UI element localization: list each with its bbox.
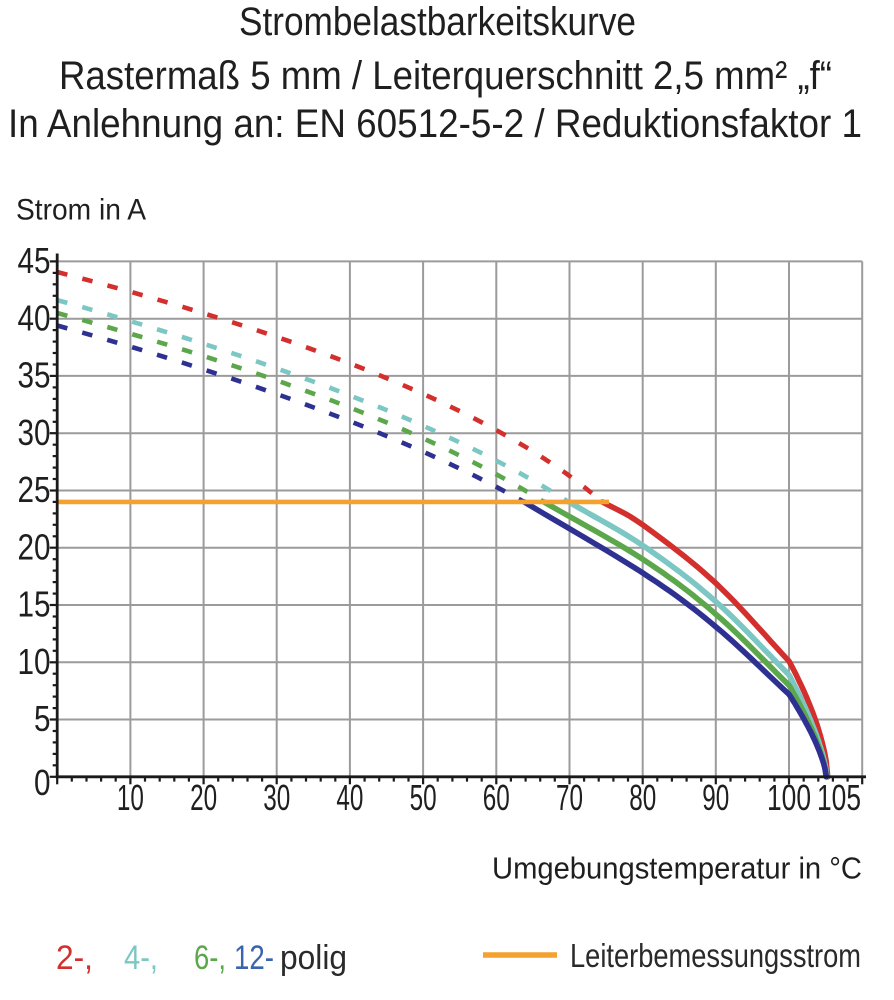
svg-text:70: 70 xyxy=(556,777,583,818)
svg-text:4-,: 4-, xyxy=(124,939,158,977)
svg-text:0: 0 xyxy=(34,762,51,803)
svg-text:10: 10 xyxy=(18,641,51,682)
svg-text:2-,: 2-, xyxy=(56,939,93,977)
svg-text:90: 90 xyxy=(702,777,729,818)
svg-text:Strombelastbarkeitskurve: Strombelastbarkeitskurve xyxy=(239,0,636,44)
svg-text:Leiterbemessungsstrom: Leiterbemessungsstrom xyxy=(570,937,861,974)
svg-text:30: 30 xyxy=(18,412,51,453)
svg-text:35: 35 xyxy=(18,355,51,396)
svg-text:40: 40 xyxy=(336,777,363,818)
svg-text:In Anlehnung an: EN 60512-5-2: In Anlehnung an: EN 60512-5-2 / Reduktio… xyxy=(8,102,862,146)
svg-text:45: 45 xyxy=(18,240,51,281)
svg-text:100: 100 xyxy=(767,777,811,818)
svg-text:60: 60 xyxy=(483,777,510,818)
svg-text:105: 105 xyxy=(817,777,861,818)
svg-text:5: 5 xyxy=(34,698,51,739)
svg-text:10: 10 xyxy=(117,777,144,818)
svg-text:6-,: 6-, xyxy=(194,939,226,977)
svg-text:12-: 12- xyxy=(234,939,274,977)
svg-text:50: 50 xyxy=(410,777,437,818)
svg-text:15: 15 xyxy=(18,584,51,625)
svg-text:80: 80 xyxy=(629,777,656,818)
svg-text:Strom in A: Strom in A xyxy=(16,194,146,227)
svg-text:polig: polig xyxy=(280,939,347,977)
svg-text:Umgebungstemperatur in °C: Umgebungstemperatur in °C xyxy=(492,851,862,886)
svg-text:Rastermaß 5 mm / Leiterquersch: Rastermaß 5 mm / Leiterquerschnitt 2,5 m… xyxy=(59,54,832,98)
svg-text:30: 30 xyxy=(263,777,290,818)
svg-text:25: 25 xyxy=(18,469,51,510)
svg-text:20: 20 xyxy=(190,777,217,818)
svg-text:20: 20 xyxy=(18,526,51,567)
svg-text:40: 40 xyxy=(18,297,51,338)
